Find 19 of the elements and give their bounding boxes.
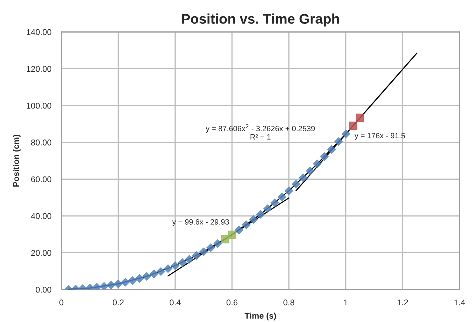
x-tick-label: 1.2 <box>398 300 408 306</box>
y-tick-label: 120.00 <box>27 66 52 72</box>
y-tick-label: 40.00 <box>31 213 52 220</box>
x-tick-label: 0.6 <box>226 300 238 306</box>
x-tick-label: 0.8 <box>284 300 295 306</box>
y-tick-label: 60.00 <box>31 176 52 182</box>
y-tick-label: 80.00 <box>31 140 52 146</box>
x-tick-label: 0.4 <box>170 300 181 306</box>
x-tick-label: 1 <box>344 300 348 306</box>
y-tick-label: 0.00 <box>36 287 52 293</box>
x-tick-label: 1.4 <box>454 300 466 306</box>
y-tick-label: 100.00 <box>27 103 52 109</box>
y-tick-label: 140.00 <box>27 29 52 36</box>
x-axis-title: Time (s) <box>244 312 276 321</box>
x-tick-label: 0.2 <box>113 300 124 306</box>
chart-title: Position vs. Time Graph <box>182 14 340 27</box>
x-tick-label: 0 <box>60 300 64 306</box>
y-tick-label: 20.00 <box>31 250 52 256</box>
y-axis-title: Position (cm) <box>13 135 21 187</box>
